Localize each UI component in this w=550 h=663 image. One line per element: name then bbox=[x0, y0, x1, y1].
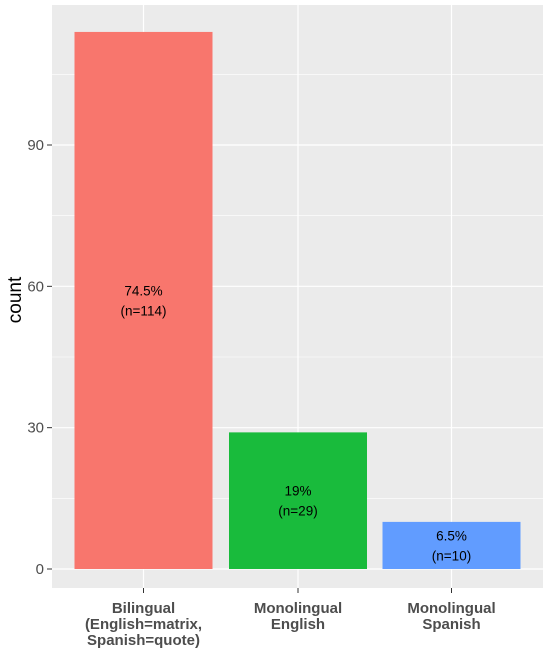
x-category-label: English bbox=[271, 616, 325, 633]
x-category-label: Monolingual bbox=[254, 600, 342, 617]
x-category-label: Monolingual bbox=[407, 600, 495, 617]
bar bbox=[74, 31, 213, 569]
x-category-label: Spanish bbox=[422, 616, 480, 633]
y-tick-label: 90 bbox=[27, 137, 44, 154]
y-axis-title: count bbox=[5, 276, 26, 323]
bar-data-label: 19% bbox=[284, 484, 311, 499]
y-tick-label: 30 bbox=[27, 420, 44, 437]
bar-data-label: 74.5% bbox=[124, 283, 162, 298]
y-tick-label: 0 bbox=[36, 561, 44, 578]
x-category-label: Bilingual bbox=[112, 600, 175, 617]
bar-data-label: 6.5% bbox=[436, 528, 467, 543]
bar-data-label: (n=29) bbox=[278, 504, 317, 519]
bar-data-label: (n=114) bbox=[121, 303, 167, 318]
bar bbox=[229, 432, 367, 569]
y-tick-label: 60 bbox=[27, 278, 44, 295]
x-category-label: Spanish=quote) bbox=[87, 632, 200, 649]
bar-data-label: (n=10) bbox=[432, 548, 471, 563]
x-category-label: (English=matrix, bbox=[85, 616, 202, 633]
bar bbox=[382, 521, 521, 569]
